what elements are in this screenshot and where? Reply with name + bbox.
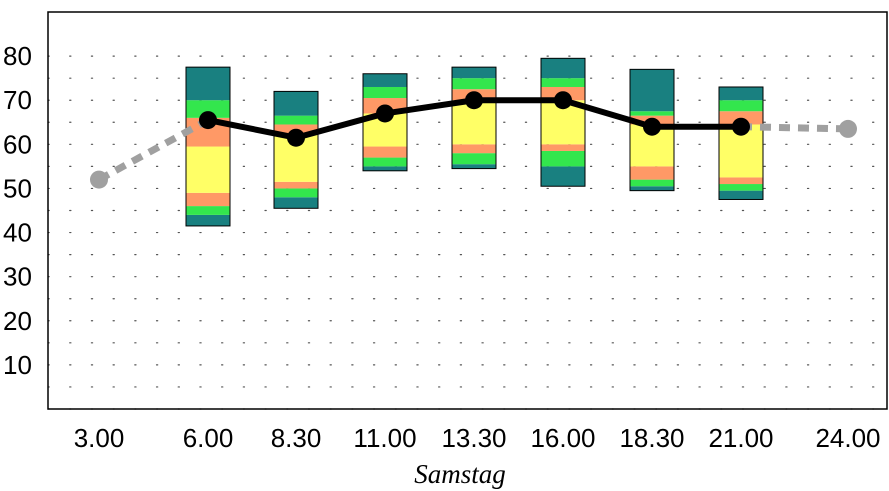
point-layer [90,91,857,189]
data-point [643,117,661,136]
data-point [732,117,750,136]
box-band-green [186,100,230,118]
box-outline [540,57,586,187]
data-point-gray [90,170,108,189]
data-point [554,91,572,110]
box-outline [629,68,675,192]
box-outline [185,66,231,227]
box-band-green [452,78,496,90]
box-band-teal [630,69,674,112]
x-tick-label: 6.00 [183,423,234,453]
box-band-green [541,78,585,87]
box-outline [451,66,497,170]
y-tick-label: 40 [3,218,32,248]
x-tick-label: 8.30 [271,423,322,453]
range-box [540,57,586,187]
box-band-orange [719,177,763,185]
x-tick-label: 11.00 [353,423,416,453]
box-band-green [274,188,318,198]
x-tick-label: 13.30 [441,423,506,453]
box-band-teal [719,86,763,101]
box-outline [273,90,319,209]
box-band-orange [274,181,318,189]
box-band-orange [363,146,407,158]
range-box [718,86,764,200]
x-axis-label: Samstag [414,459,506,489]
data-point-gray [839,119,857,138]
x-tick-label: 24.00 [815,423,880,453]
range-box [273,90,319,209]
box-band-teal [452,164,496,169]
box-band-teal [274,197,318,209]
box-band-teal [452,67,496,79]
y-tick-label: 80 [3,41,32,71]
box-band-teal [541,166,585,187]
box-band-orange [186,192,230,207]
data-point [287,128,305,147]
x-tick-label: 3.00 [74,423,125,453]
data-point [465,91,483,110]
box-band-green [274,115,318,125]
box-band-green [719,184,763,191]
box-band-green [630,179,674,187]
box-band-teal [630,186,674,191]
x-axis-ticks: 3.00 6.00 8.30 11.00 13.30 16.00 18.30 21.00 24.… [74,423,881,453]
box-band-teal [363,73,407,87]
box-band-orange [452,144,496,154]
y-tick-label: 70 [3,85,32,115]
data-point [199,111,217,130]
box-band-green [541,150,585,167]
box-band-teal [186,67,230,101]
range-box [629,68,675,192]
box-band-teal [186,214,230,226]
box-band-teal [274,91,318,116]
box-band-green [363,157,407,167]
y-tick-label: 50 [3,173,32,203]
y-tick-label: 60 [3,129,32,159]
y-tick-label: 30 [3,262,32,292]
y-axis-ticks: 10 20 30 40 50 60 70 80 [3,41,32,380]
box-band-green [630,111,674,116]
y-tick-label: 10 [3,350,32,380]
range-box [185,66,231,227]
x-tick-label: 18.30 [619,423,684,453]
box-band-green [186,206,230,215]
box-band-orange [541,144,585,151]
box-band-orange [630,166,674,180]
box-outline [718,86,764,200]
box-band-teal [363,166,407,171]
box-band-green [363,86,407,99]
box-band-yellow [186,146,230,193]
data-point [376,104,394,123]
box-layer [185,57,764,227]
x-tick-label: 21.00 [708,423,773,453]
y-tick-label: 20 [3,306,32,336]
box-band-green [719,100,763,112]
range-box [451,66,497,170]
box-band-green [452,153,496,165]
x-tick-label: 16.00 [530,423,595,453]
plot-frame [47,11,888,410]
box-band-teal [719,190,763,200]
forecast-line-dashed [97,117,210,183]
box-band-teal [541,58,585,79]
